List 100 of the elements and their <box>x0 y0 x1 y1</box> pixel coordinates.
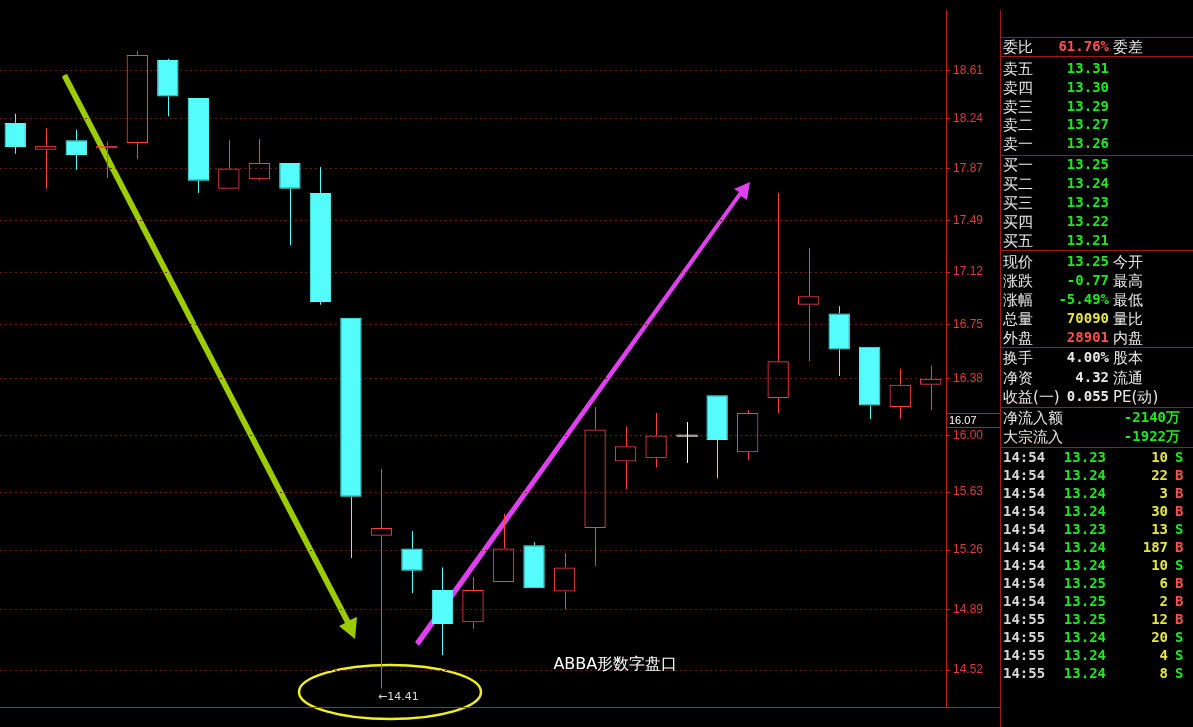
text: 13.24 <box>1063 503 1106 519</box>
text: -5.49% <box>1058 291 1109 307</box>
text: 13.25 <box>1066 156 1109 172</box>
text: 13.24 <box>1066 175 1109 191</box>
text: 13.24 <box>1063 629 1106 645</box>
y-tick-label: 15.63 <box>953 484 984 499</box>
text: 187 <box>1142 539 1168 555</box>
candlestick <box>401 530 423 594</box>
text: 买五 <box>1003 232 1033 251</box>
text: 13.21 <box>1066 232 1109 248</box>
text: 13.30 <box>1066 78 1109 95</box>
text: 14:54 <box>1003 575 1046 591</box>
text: B <box>1175 467 1184 483</box>
text: B <box>1175 503 1184 519</box>
text: 13.24 <box>1063 647 1106 663</box>
text: 净流入额 <box>1003 409 1063 428</box>
candlestick <box>279 163 301 246</box>
text: S <box>1175 557 1184 573</box>
text: -1922万 <box>1123 428 1180 446</box>
text: S <box>1175 629 1184 645</box>
text: 14:55 <box>1003 665 1046 681</box>
text: 13.24 <box>1063 539 1106 555</box>
text: 13.23 <box>1063 449 1106 465</box>
y-tick-label: 17.12 <box>953 264 984 279</box>
text: PE(动) <box>1113 388 1159 407</box>
text: 14:55 <box>1003 647 1046 663</box>
text: 外盘 <box>1003 329 1033 348</box>
text: 13.24 <box>1063 557 1106 573</box>
candlestick <box>523 541 545 589</box>
text: 13.25 <box>1063 611 1106 627</box>
text: 股本 <box>1113 349 1143 368</box>
text: 买一 <box>1003 156 1033 175</box>
text: 卖四 <box>1003 78 1033 98</box>
candlestick <box>65 129 87 171</box>
candlestick <box>309 166 332 306</box>
y-tick-label: 16.00 <box>953 427 984 442</box>
text: S <box>1175 521 1184 537</box>
text: 14:54 <box>1003 593 1046 609</box>
text: B <box>1175 575 1184 591</box>
text: 收益(一) <box>1003 388 1060 407</box>
text: 13.24 <box>1063 665 1106 681</box>
text: 卖一 <box>1003 135 1033 155</box>
y-tick-label: 16.38 <box>953 371 984 386</box>
text: 0.055 <box>1066 388 1109 404</box>
text: 6 <box>1159 575 1168 591</box>
y-tick-label: 14.52 <box>953 662 984 677</box>
text: 28901 <box>1066 329 1109 345</box>
candlestick <box>828 305 850 377</box>
text: 8 <box>1159 665 1168 681</box>
text: 流通 <box>1113 368 1143 388</box>
text: 13.25 <box>1063 575 1106 591</box>
text: 13.23 <box>1066 194 1109 210</box>
text: 22 <box>1151 467 1168 483</box>
text: 13.25 <box>1066 253 1109 269</box>
text: 13.27 <box>1066 116 1109 133</box>
text: 4 <box>1159 647 1168 663</box>
text: B <box>1175 611 1184 627</box>
text: 涨幅 <box>1003 291 1033 310</box>
text: -0.77 <box>1066 272 1109 288</box>
text: 现价 <box>1003 253 1033 272</box>
candlestick <box>859 346 881 420</box>
text: 换手 <box>1003 349 1033 368</box>
text: 14:54 <box>1003 449 1046 465</box>
text: 净资 <box>1003 368 1033 388</box>
candlestick <box>187 97 210 194</box>
text: 14:54 <box>1003 539 1046 555</box>
candlestick <box>4 113 26 155</box>
text: 买四 <box>1003 213 1033 232</box>
text: 14:55 <box>1003 611 1046 627</box>
text: 20 <box>1151 629 1168 645</box>
text: 今开 <box>1113 253 1143 272</box>
y-tick-label: 18.24 <box>953 111 984 126</box>
text: 13.24 <box>1063 485 1106 501</box>
text: 卖三 <box>1003 97 1033 117</box>
text: 13.29 <box>1066 97 1109 114</box>
y-tick-label: 17.49 <box>953 212 984 227</box>
text: 买二 <box>1003 175 1033 194</box>
text: 4.32 <box>1075 368 1109 385</box>
text: 13.31 <box>1066 60 1109 76</box>
text: 10 <box>1151 557 1168 573</box>
text: 13 <box>1151 521 1168 537</box>
text: 13.26 <box>1066 135 1109 152</box>
y-tick-label: 18.61 <box>953 62 984 77</box>
text: 16.07 <box>949 414 977 427</box>
text: 70090 <box>1066 310 1109 326</box>
text: 委比 <box>1003 38 1033 57</box>
text: 内盘 <box>1113 329 1143 348</box>
text: 卖二 <box>1003 116 1033 136</box>
text: -2140万 <box>1123 409 1180 427</box>
text: S <box>1175 647 1184 663</box>
annotation: ABBA形数字盘口 <box>553 654 678 674</box>
text: 14:54 <box>1003 521 1046 537</box>
text: 61.76% <box>1058 38 1109 54</box>
text: 量比 <box>1113 310 1143 329</box>
text: 13.25 <box>1063 593 1106 609</box>
annotation: ←14.41 <box>378 689 419 703</box>
text: 涨跌 <box>1003 272 1033 291</box>
text: 14:54 <box>1003 557 1046 573</box>
text: S <box>1175 665 1184 681</box>
y-tick-label: 16.75 <box>953 317 984 332</box>
